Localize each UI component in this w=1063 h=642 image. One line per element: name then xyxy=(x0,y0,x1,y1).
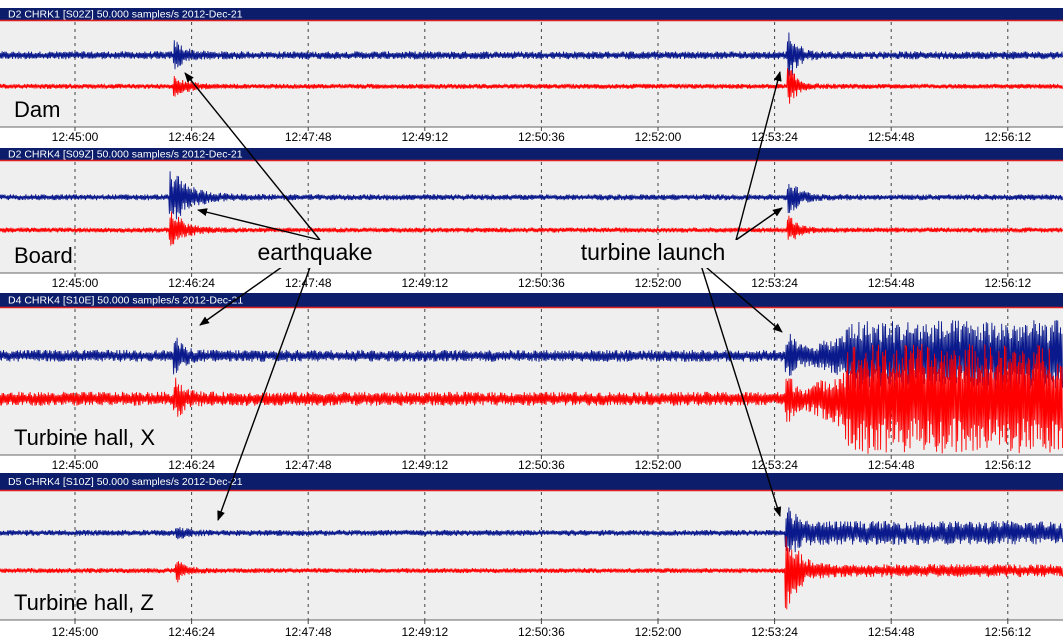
waveform-trace xyxy=(0,343,1063,454)
time-tick-label: 12:54:48 xyxy=(868,130,915,144)
panel-label: Board xyxy=(14,243,73,268)
plot-area xyxy=(0,160,1063,273)
annotation-bg xyxy=(244,240,386,268)
time-tick-label: 12:52:00 xyxy=(635,458,682,472)
annotation-arrow xyxy=(735,71,782,241)
time-tick-label: 12:56:12 xyxy=(984,130,1031,144)
waveform-trace xyxy=(0,32,1063,80)
annotation-bg xyxy=(566,240,740,268)
time-tick-label: 12:45:00 xyxy=(52,458,99,472)
time-tick-label: 12:45:00 xyxy=(52,276,99,290)
time-tick-label: 12:46:24 xyxy=(168,130,215,144)
time-tick-label: 12:50:36 xyxy=(518,130,565,144)
time-tick-label: 12:49:12 xyxy=(401,625,448,639)
time-tick-label: 12:56:12 xyxy=(984,276,1031,290)
annotation-arrow xyxy=(217,239,321,521)
time-tick-label: 12:47:48 xyxy=(285,458,332,472)
annotation-arrow xyxy=(699,261,782,517)
panel-header-text: D5 CHRK4 [S10Z] 50.000 samples/s 2012-De… xyxy=(8,476,243,488)
waveform-trace xyxy=(0,211,1063,246)
time-tick-label: 12:50:36 xyxy=(518,625,565,639)
time-tick-label: 12:46:24 xyxy=(168,625,215,639)
panel-label: Turbine hall, X xyxy=(14,425,155,450)
time-tick-label: 12:49:12 xyxy=(401,276,448,290)
panel: D5 CHRK4 [S10Z] 50.000 samples/s 2012-De… xyxy=(0,473,1063,639)
waveform-trace xyxy=(0,320,1063,392)
panel-header xyxy=(0,148,1063,160)
panel: D2 CHRK4 [S09Z] 50.000 samples/s 2012-De… xyxy=(0,148,1063,290)
panel-header-text: D2 CHRK1 [S02Z] 50.000 samples/s 2012-De… xyxy=(8,8,243,20)
time-tick-label: 12:49:12 xyxy=(401,130,448,144)
panel-header-text: D4 CHRK4 [S10E] 50.000 samples/s 2012-De… xyxy=(8,294,243,306)
annotation-arrow xyxy=(699,261,783,333)
time-tick-label: 12:56:12 xyxy=(984,625,1031,639)
time-tick-label: 12:52:00 xyxy=(635,625,682,639)
time-tick-label: 12:54:48 xyxy=(868,458,915,472)
annotation-text: earthquake xyxy=(257,239,372,265)
time-tick-label: 12:49:12 xyxy=(401,458,448,472)
time-tick-label: 12:47:48 xyxy=(285,276,332,290)
time-tick-label: 12:54:48 xyxy=(868,625,915,639)
time-tick-label: 12:46:24 xyxy=(168,458,215,472)
time-tick-label: 12:53:24 xyxy=(751,130,798,144)
time-tick-label: 12:56:12 xyxy=(984,458,1031,472)
time-tick-label: 12:53:24 xyxy=(751,458,798,472)
time-tick-label: 12:46:24 xyxy=(168,276,215,290)
time-tick-label: 12:52:00 xyxy=(635,130,682,144)
time-tick-label: 12:52:00 xyxy=(635,276,682,290)
time-tick-label: 12:53:24 xyxy=(751,276,798,290)
plot-area xyxy=(0,20,1063,127)
panel-header xyxy=(0,473,1063,490)
annotation-text: turbine launch xyxy=(581,239,726,265)
time-tick-label: 12:54:48 xyxy=(868,276,915,290)
time-tick-label: 12:53:24 xyxy=(751,625,798,639)
plot-area xyxy=(0,490,1063,620)
annotation-arrow xyxy=(184,72,321,241)
time-tick-label: 12:45:00 xyxy=(52,625,99,639)
time-tick-label: 12:47:48 xyxy=(285,625,332,639)
panel-header xyxy=(0,8,1063,20)
panel: D2 CHRK1 [S02Z] 50.000 samples/s 2012-De… xyxy=(0,8,1063,144)
panel: D4 CHRK4 [S10E] 50.000 samples/s 2012-De… xyxy=(0,293,1063,472)
panel-label: Dam xyxy=(14,97,60,122)
time-tick-label: 12:50:36 xyxy=(518,458,565,472)
panel-header-text: D2 CHRK4 [S09Z] 50.000 samples/s 2012-De… xyxy=(8,148,243,160)
annotation-arrow xyxy=(197,208,321,241)
waveform-trace xyxy=(0,536,1063,610)
panel-header xyxy=(0,293,1063,307)
time-tick-label: 12:50:36 xyxy=(518,276,565,290)
time-tick-label: 12:47:48 xyxy=(285,130,332,144)
waveform-trace xyxy=(0,171,1063,220)
annotation-arrow xyxy=(735,207,783,241)
panel-label: Turbine hall, Z xyxy=(14,590,154,615)
waveform-trace xyxy=(0,68,1063,104)
waveform-trace xyxy=(0,507,1063,553)
time-tick-label: 12:45:00 xyxy=(52,130,99,144)
